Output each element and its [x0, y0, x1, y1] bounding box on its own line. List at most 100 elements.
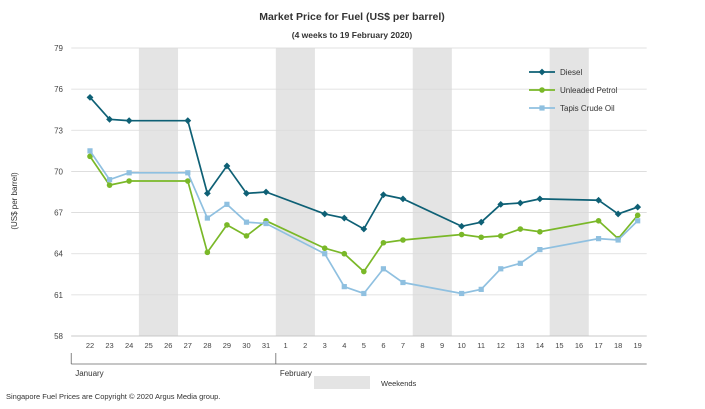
x-tick-label: 22 [86, 341, 94, 350]
data-point [321, 210, 329, 218]
x-tick-label: 28 [203, 341, 211, 350]
data-point [399, 195, 407, 203]
x-tick-label: 13 [516, 341, 524, 350]
x-tick-label: 9 [440, 341, 444, 350]
legend: Diesel Unleaded Petrol Tapis Crude Oil [529, 68, 618, 113]
data-point [126, 170, 132, 176]
x-tick-label: 14 [536, 341, 544, 350]
x-tick-label: 7 [401, 341, 405, 350]
data-point [497, 200, 505, 208]
chart-subtitle: (4 weeks to 19 February 2020) [292, 30, 413, 40]
weekend-legend-swatch [314, 376, 370, 389]
legend-swatch-marker [538, 68, 546, 76]
data-point [262, 188, 270, 196]
data-point [203, 189, 211, 197]
data-point [516, 199, 524, 207]
data-point [204, 249, 211, 256]
x-tick-label: 12 [497, 341, 505, 350]
x-tick-label: 30 [242, 341, 250, 350]
data-point [341, 250, 348, 257]
data-point [185, 178, 191, 184]
x-tick-label: 6 [381, 341, 385, 350]
y-tick-label: 67 [54, 209, 63, 218]
data-point [498, 266, 504, 272]
weekend-legend: Weekends [314, 376, 417, 389]
x-tick-label: 4 [342, 341, 346, 350]
weekend-band [138, 48, 179, 336]
legend-item: Tapis Crude Oil [529, 104, 615, 113]
data-point [380, 191, 387, 199]
data-point [380, 239, 387, 246]
x-tick-label: 2 [303, 341, 307, 350]
weekend-bands [138, 48, 589, 336]
x-tick-label: 16 [575, 341, 583, 350]
data-point [614, 210, 622, 218]
data-point [478, 234, 485, 241]
x-tick-label: 29 [223, 341, 231, 350]
legend-swatch-marker [539, 105, 545, 111]
data-point [595, 236, 602, 242]
data-point [106, 115, 113, 123]
x-tick-label: 24 [125, 341, 133, 350]
y-tick-label: 79 [54, 44, 63, 53]
data-point [360, 225, 368, 233]
data-point [341, 284, 347, 290]
y-tick-label: 76 [54, 85, 63, 94]
x-tick-label: 27 [184, 341, 192, 350]
data-point [380, 266, 386, 272]
month-label: January [75, 369, 103, 378]
data-point [537, 228, 543, 235]
y-tick-label: 61 [54, 291, 63, 300]
data-point [106, 177, 113, 183]
legend-label: Unleaded Petrol [560, 86, 618, 95]
y-tick-label: 70 [54, 167, 63, 176]
data-point [459, 290, 465, 297]
weekend-band [412, 48, 452, 336]
data-point [185, 170, 191, 176]
data-point [595, 218, 602, 224]
x-tick-label: 26 [164, 341, 172, 350]
x-tick-label: 11 [477, 341, 485, 350]
legend-label: Tapis Crude Oil [560, 104, 615, 113]
data-point [615, 237, 621, 243]
data-point [361, 268, 367, 275]
y-tick-label: 73 [54, 126, 63, 135]
y-tick-label: 64 [54, 250, 63, 259]
data-point [321, 245, 328, 252]
data-point [184, 117, 192, 125]
data-point [361, 290, 367, 297]
chart-title: Market Price for Fuel (US$ per barrel) [259, 11, 445, 23]
data-point [537, 247, 543, 253]
series-diesel [86, 93, 642, 233]
x-tick-label: 15 [555, 341, 563, 350]
data-point [477, 218, 485, 226]
copyright-footer: Singapore Fuel Prices are Copyright © 20… [6, 392, 221, 401]
y-tick-label: 58 [54, 332, 63, 341]
x-tick-label: 23 [105, 341, 113, 350]
weekend-band [275, 48, 315, 336]
x-tick-label: 31 [262, 341, 270, 350]
data-point [497, 233, 504, 239]
data-point [224, 201, 230, 207]
x-tick-label: 1 [284, 341, 288, 350]
data-point [400, 237, 406, 243]
series [86, 93, 642, 297]
data-point [224, 222, 230, 228]
x-tick-label: 17 [594, 341, 602, 350]
data-point [634, 203, 642, 211]
x-tick-label: 18 [614, 341, 622, 350]
data-point [517, 226, 524, 232]
data-point [400, 279, 406, 286]
data-point [243, 233, 250, 239]
data-point [263, 220, 269, 227]
data-point [458, 222, 466, 230]
data-point [635, 218, 641, 224]
x-tick-label: 5 [362, 341, 366, 350]
legend-item: Diesel [529, 68, 582, 77]
data-point [458, 231, 465, 238]
data-point [223, 162, 231, 170]
x-tick-label: 25 [145, 341, 153, 350]
series-tapis-crude-oil [87, 148, 641, 297]
